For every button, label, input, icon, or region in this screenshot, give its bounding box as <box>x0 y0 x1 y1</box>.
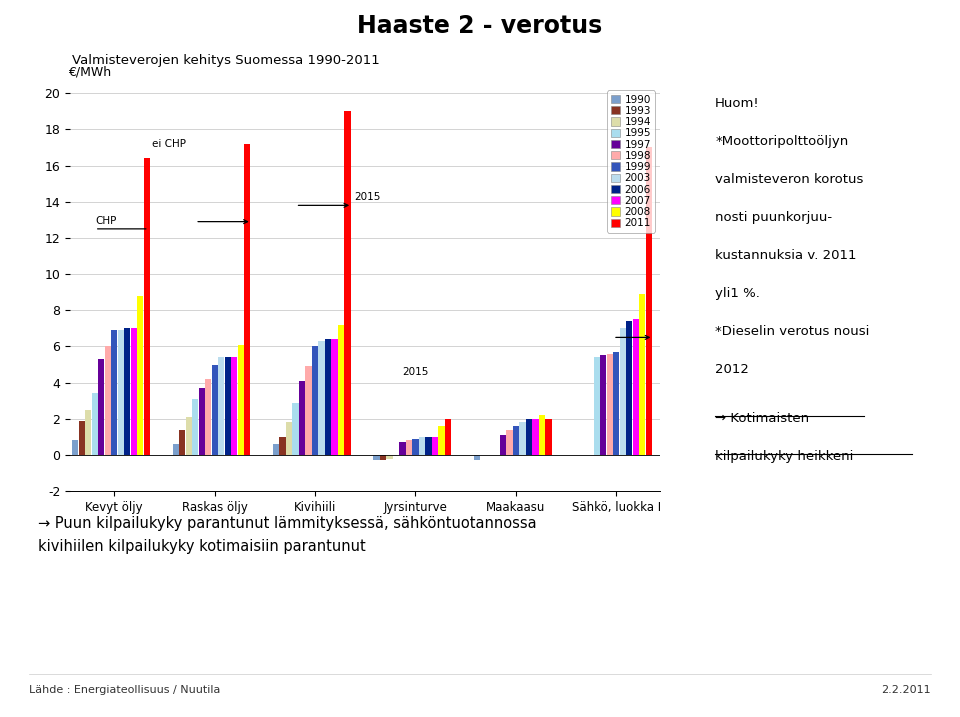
Bar <box>179 429 185 455</box>
Text: €/MWh: €/MWh <box>68 66 111 79</box>
Bar <box>519 422 525 455</box>
Text: Valmisteverojen kehitys Suomessa 1990-2011: Valmisteverojen kehitys Suomessa 1990-20… <box>72 54 380 67</box>
Bar <box>305 366 312 455</box>
Bar <box>293 402 299 455</box>
Text: 2015: 2015 <box>402 367 429 377</box>
Bar <box>607 353 612 455</box>
Text: → Puun kilpailukyky parantunut lämmityksessä, sähköntuotannossa: → Puun kilpailukyky parantunut lämmityks… <box>38 516 537 531</box>
Bar <box>532 419 539 455</box>
Bar <box>137 296 143 455</box>
Bar <box>513 426 519 455</box>
Bar <box>619 328 626 455</box>
Bar <box>338 325 345 455</box>
Bar <box>199 388 204 455</box>
Bar <box>425 437 432 455</box>
Text: 2.2.2011: 2.2.2011 <box>881 685 931 695</box>
Bar <box>237 345 244 455</box>
Bar <box>413 439 419 455</box>
Text: 2015: 2015 <box>354 191 380 201</box>
Bar <box>244 144 251 455</box>
Bar <box>613 352 619 455</box>
Text: *Dieselin verotus nousi: *Dieselin verotus nousi <box>715 325 870 338</box>
Bar <box>500 435 506 455</box>
Bar <box>79 421 84 455</box>
Bar <box>473 455 480 460</box>
Bar <box>324 339 331 455</box>
Text: *Moottoripolttoöljyn: *Moottoripolttoöljyn <box>715 135 849 148</box>
Bar <box>633 319 639 455</box>
Text: Lähde : Energiateollisuus / Nuutila: Lähde : Energiateollisuus / Nuutila <box>29 685 220 695</box>
Bar <box>345 111 350 455</box>
Bar <box>639 294 645 455</box>
Bar <box>225 357 230 455</box>
Bar <box>399 442 406 455</box>
Bar <box>506 429 513 455</box>
Text: yli1 %.: yli1 %. <box>715 287 760 300</box>
Bar <box>331 339 338 455</box>
Text: Haaste 2 - verotus: Haaste 2 - verotus <box>357 14 603 38</box>
Bar <box>273 444 279 455</box>
Bar <box>600 356 607 455</box>
Bar <box>111 330 117 455</box>
Bar <box>131 328 137 455</box>
Text: ei CHP: ei CHP <box>152 139 186 149</box>
Text: nosti puunkorjuu-: nosti puunkorjuu- <box>715 211 832 224</box>
Bar <box>419 437 425 455</box>
Bar <box>373 455 379 460</box>
Legend: 1990, 1993, 1994, 1995, 1997, 1998, 1999, 2003, 2006, 2007, 2008, 2011: 1990, 1993, 1994, 1995, 1997, 1998, 1999… <box>607 90 656 232</box>
Bar <box>192 399 199 455</box>
Bar <box>72 440 79 455</box>
Bar <box>279 437 286 455</box>
Bar <box>545 419 552 455</box>
Bar <box>205 379 211 455</box>
Text: CHP: CHP <box>95 216 117 226</box>
Bar <box>211 364 218 455</box>
Text: Huom!: Huom! <box>715 97 759 110</box>
Bar <box>593 357 600 455</box>
Text: → Kotimaisten: → Kotimaisten <box>715 412 809 424</box>
Bar <box>380 455 386 460</box>
Bar <box>218 357 225 455</box>
Bar <box>185 417 192 455</box>
Bar <box>406 440 412 455</box>
Bar <box>299 381 305 455</box>
Text: valmisteveron korotus: valmisteveron korotus <box>715 173 864 186</box>
Bar <box>319 341 324 455</box>
Bar <box>539 415 545 455</box>
Bar <box>105 346 111 455</box>
Text: 2012: 2012 <box>715 363 749 376</box>
Bar <box>91 394 98 455</box>
Bar <box>286 422 292 455</box>
Text: kilpailukyky heikkeni: kilpailukyky heikkeni <box>715 450 853 462</box>
Bar <box>312 346 318 455</box>
Bar <box>98 359 105 455</box>
Text: kivihiilen kilpailukyky kotimaisiin parantunut: kivihiilen kilpailukyky kotimaisiin para… <box>38 539 366 554</box>
Bar <box>231 357 237 455</box>
Bar <box>386 455 393 459</box>
Bar <box>646 148 652 455</box>
Bar <box>432 437 438 455</box>
Bar <box>626 321 633 455</box>
Bar <box>124 328 131 455</box>
Bar <box>439 426 444 455</box>
Bar <box>526 419 532 455</box>
Bar <box>444 419 451 455</box>
Text: kustannuksia v. 2011: kustannuksia v. 2011 <box>715 249 856 262</box>
Bar <box>118 330 124 455</box>
Bar <box>173 444 179 455</box>
Bar <box>144 158 150 455</box>
Bar <box>85 409 91 455</box>
